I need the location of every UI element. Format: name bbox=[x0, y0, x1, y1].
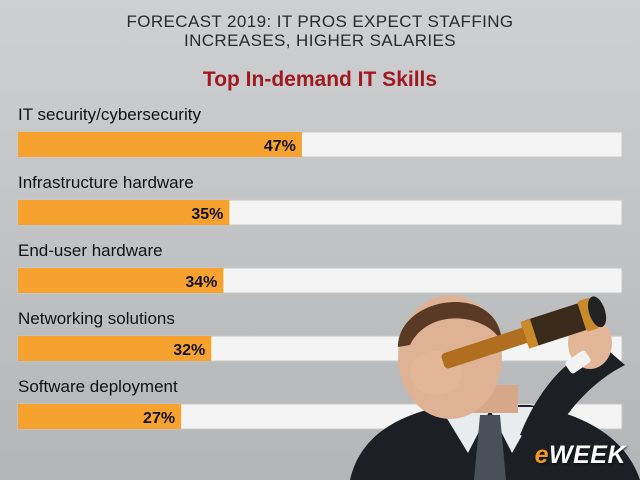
header-title-line-1: FORECAST 2019: IT PROS EXPECT STAFFING bbox=[126, 12, 514, 31]
logo-rest: WEEK bbox=[549, 441, 626, 469]
category-label: End-user hardware bbox=[18, 241, 163, 260]
man-with-telescope-image bbox=[350, 295, 640, 480]
header-title: FORECAST 2019: IT PROS EXPECT STAFFING I… bbox=[0, 12, 640, 50]
bar bbox=[18, 336, 212, 361]
category-label: IT security/cybersecurity bbox=[18, 105, 201, 124]
value-label: 34% bbox=[185, 274, 217, 291]
value-label: 47% bbox=[264, 138, 296, 155]
category-label: Networking solutions bbox=[18, 309, 175, 328]
chart-title: Top In-demand IT Skills bbox=[202, 68, 438, 91]
value-label: 35% bbox=[191, 206, 223, 223]
eweek-logo: eWEEK bbox=[535, 441, 626, 470]
bar bbox=[18, 268, 224, 293]
bar bbox=[18, 200, 230, 225]
value-label: 27% bbox=[143, 410, 175, 427]
logo-prefix: e bbox=[534, 441, 549, 469]
bar bbox=[18, 132, 302, 157]
value-label: 32% bbox=[173, 342, 205, 359]
category-label: Software deployment bbox=[18, 377, 178, 396]
category-label: Infrastructure hardware bbox=[18, 173, 194, 192]
bar bbox=[18, 404, 182, 429]
header-title-line-2: INCREASES, HIGHER SALARIES bbox=[183, 31, 457, 50]
